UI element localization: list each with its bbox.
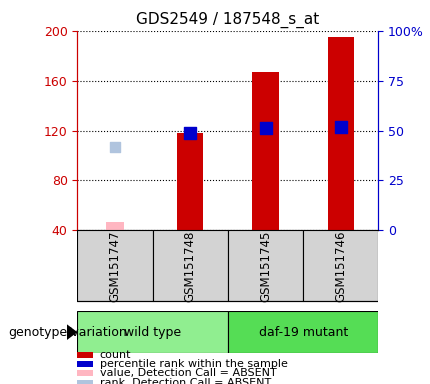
Polygon shape bbox=[67, 324, 77, 340]
Text: percentile rank within the sample: percentile rank within the sample bbox=[100, 359, 288, 369]
Point bbox=[262, 125, 269, 131]
Text: GSM151745: GSM151745 bbox=[259, 231, 272, 302]
Text: wild type: wild type bbox=[124, 326, 181, 339]
Text: GSM151747: GSM151747 bbox=[108, 231, 122, 303]
Bar bbox=[328, 37, 354, 230]
Text: daf-19 mutant: daf-19 mutant bbox=[258, 326, 348, 339]
Text: genotype/variation: genotype/variation bbox=[9, 326, 127, 339]
Text: GSM151748: GSM151748 bbox=[184, 231, 197, 302]
Bar bbox=[77, 351, 93, 358]
Bar bbox=[77, 361, 93, 367]
Bar bbox=[77, 230, 153, 301]
Text: GSM151746: GSM151746 bbox=[334, 231, 347, 303]
Bar bbox=[252, 72, 279, 230]
Bar bbox=[77, 379, 93, 384]
Text: rank, Detection Call = ABSENT: rank, Detection Call = ABSENT bbox=[100, 377, 271, 384]
Bar bbox=[303, 230, 378, 301]
Point bbox=[187, 130, 194, 136]
Bar bbox=[77, 311, 228, 353]
Bar bbox=[228, 311, 378, 353]
Point bbox=[111, 144, 118, 150]
Bar bbox=[228, 230, 303, 301]
Text: count: count bbox=[100, 349, 131, 360]
Bar bbox=[177, 133, 203, 230]
Bar bbox=[153, 230, 228, 301]
Text: value, Detection Call = ABSENT: value, Detection Call = ABSENT bbox=[100, 368, 276, 378]
Bar bbox=[77, 370, 93, 376]
Point bbox=[337, 124, 344, 130]
Bar bbox=[106, 222, 124, 230]
Title: GDS2549 / 187548_s_at: GDS2549 / 187548_s_at bbox=[136, 12, 319, 28]
